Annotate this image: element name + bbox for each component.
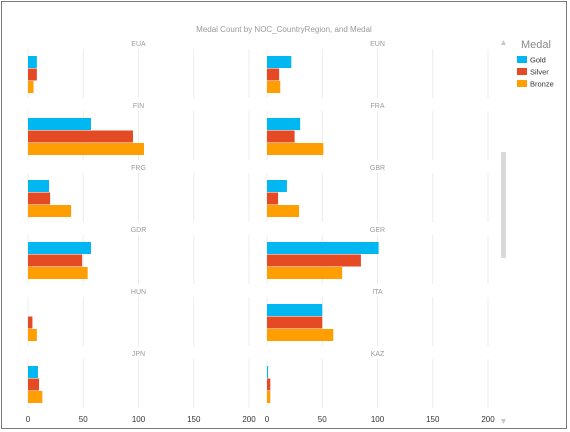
panels-layer: EUA EUN FIN FRA FRG GBR GDR GER HUN ITA JPN KAZ — [27, 41, 489, 408]
panel-ger: GER — [266, 227, 489, 284]
x-tick-label: 200 — [242, 415, 256, 424]
bar-frg-silver — [28, 192, 51, 205]
panel-label: JPN — [132, 351, 145, 358]
legend-swatch-silver — [517, 68, 527, 75]
bar-fra-silver — [267, 130, 295, 143]
panel-fin: FIN — [27, 103, 250, 160]
x-tick-label: 200 — [481, 415, 495, 424]
bar-gbr-bronze — [267, 205, 300, 217]
bar-fra-gold — [267, 118, 301, 130]
bar-ita-silver — [267, 316, 323, 329]
bar-ger-silver — [267, 254, 361, 267]
bar-ita-gold — [267, 304, 323, 316]
legend-swatch-bronze — [517, 80, 527, 87]
panel-frg: FRG — [27, 165, 250, 222]
bar-eun-bronze — [267, 81, 281, 93]
panel-jpn: JPN — [27, 351, 250, 408]
legend-label-gold: Gold — [530, 56, 546, 65]
panel-ita: ITA — [266, 289, 489, 346]
bar-ger-bronze — [267, 267, 343, 279]
x-tick-label: 0 — [26, 415, 31, 424]
bar-fin-bronze — [28, 143, 145, 155]
bar-jpn-gold — [28, 366, 38, 378]
panel-label: FRG — [131, 165, 146, 172]
vertical-scrollbar[interactable] — [499, 40, 507, 424]
scroll-up-arrow-icon[interactable] — [501, 40, 506, 45]
bar-kaz-bronze — [267, 391, 271, 403]
panel-label: HUN — [131, 289, 146, 296]
panel-label: KAZ — [371, 351, 385, 358]
panel-fra: FRA — [266, 103, 489, 160]
bar-fra-bronze — [267, 143, 324, 155]
legend: Medal Gold Silver Bronze — [517, 39, 554, 89]
x-tick-label: 150 — [187, 415, 201, 424]
panel-label: GER — [370, 227, 385, 234]
bar-hun-silver — [28, 316, 33, 329]
x-tick-label: 100 — [132, 415, 146, 424]
bar-eua-bronze — [28, 81, 34, 93]
bar-frg-gold — [28, 180, 49, 192]
legend-label-bronze: Bronze — [530, 80, 554, 89]
bar-fin-gold — [28, 118, 91, 130]
panel-gdr: GDR — [27, 227, 250, 284]
panel-kaz: KAZ — [266, 351, 489, 408]
panel-label: EUA — [131, 41, 146, 48]
x-tick-label: 50 — [79, 415, 88, 424]
bar-kaz-gold — [267, 366, 269, 378]
panel-label: GBR — [370, 165, 385, 172]
panel-label: ITA — [372, 289, 383, 296]
bar-eun-silver — [267, 68, 280, 81]
bar-gdr-gold — [28, 242, 91, 254]
bar-eun-gold — [267, 56, 292, 68]
bar-kaz-silver — [267, 378, 271, 391]
bar-gbr-gold — [267, 180, 287, 192]
chart-title: Medal Count by NOC_CountryRegion, and Me… — [196, 25, 372, 34]
panel-label: GDR — [131, 227, 147, 234]
bar-eua-silver — [28, 68, 37, 81]
x-tick-label: 0 — [265, 415, 270, 424]
panel-eun: EUN — [266, 41, 489, 98]
bar-gbr-silver — [267, 192, 279, 205]
panel-gbr: GBR — [266, 165, 489, 222]
legend-title: Medal — [521, 39, 551, 51]
bar-gdr-bronze — [28, 267, 88, 279]
legend-label-silver: Silver — [530, 68, 549, 77]
bar-ger-gold — [267, 242, 379, 254]
x-axis: 0 50 100 150 200 0 50 100 150 200 — [26, 415, 495, 424]
scrollbar-thumb[interactable] — [501, 152, 506, 258]
panel-hun: HUN — [27, 289, 250, 346]
x-tick-label: 50 — [318, 415, 327, 424]
x-tick-label: 100 — [371, 415, 385, 424]
bar-hun-bronze — [28, 329, 37, 341]
legend-swatch-gold — [517, 56, 527, 63]
bar-frg-bronze — [28, 205, 72, 217]
panel-label: FRA — [371, 103, 385, 110]
x-tick-label: 150 — [426, 415, 440, 424]
scroll-down-arrow-icon[interactable] — [501, 419, 506, 424]
bar-fin-silver — [28, 130, 133, 143]
bar-eua-gold — [28, 56, 37, 68]
panel-eua: EUA — [27, 41, 250, 98]
bar-jpn-silver — [28, 378, 40, 391]
bar-gdr-silver — [28, 254, 83, 267]
panel-label: FIN — [133, 103, 144, 110]
panel-label: EUN — [370, 41, 385, 48]
bar-ita-bronze — [267, 329, 334, 341]
bar-jpn-bronze — [28, 391, 43, 403]
